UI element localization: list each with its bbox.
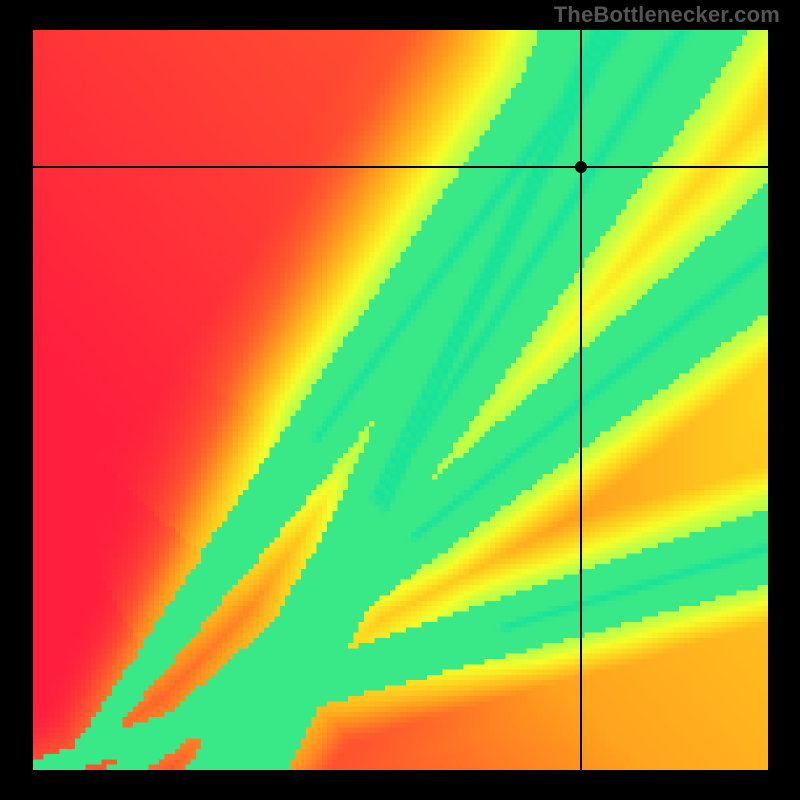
chart-container: TheBottlenecker.com <box>0 0 800 800</box>
crosshair-vertical <box>580 30 582 770</box>
bottleneck-heatmap <box>33 30 768 770</box>
watermark-text: TheBottlenecker.com <box>554 2 780 28</box>
data-point-marker <box>575 161 587 173</box>
crosshair-horizontal <box>33 166 768 168</box>
